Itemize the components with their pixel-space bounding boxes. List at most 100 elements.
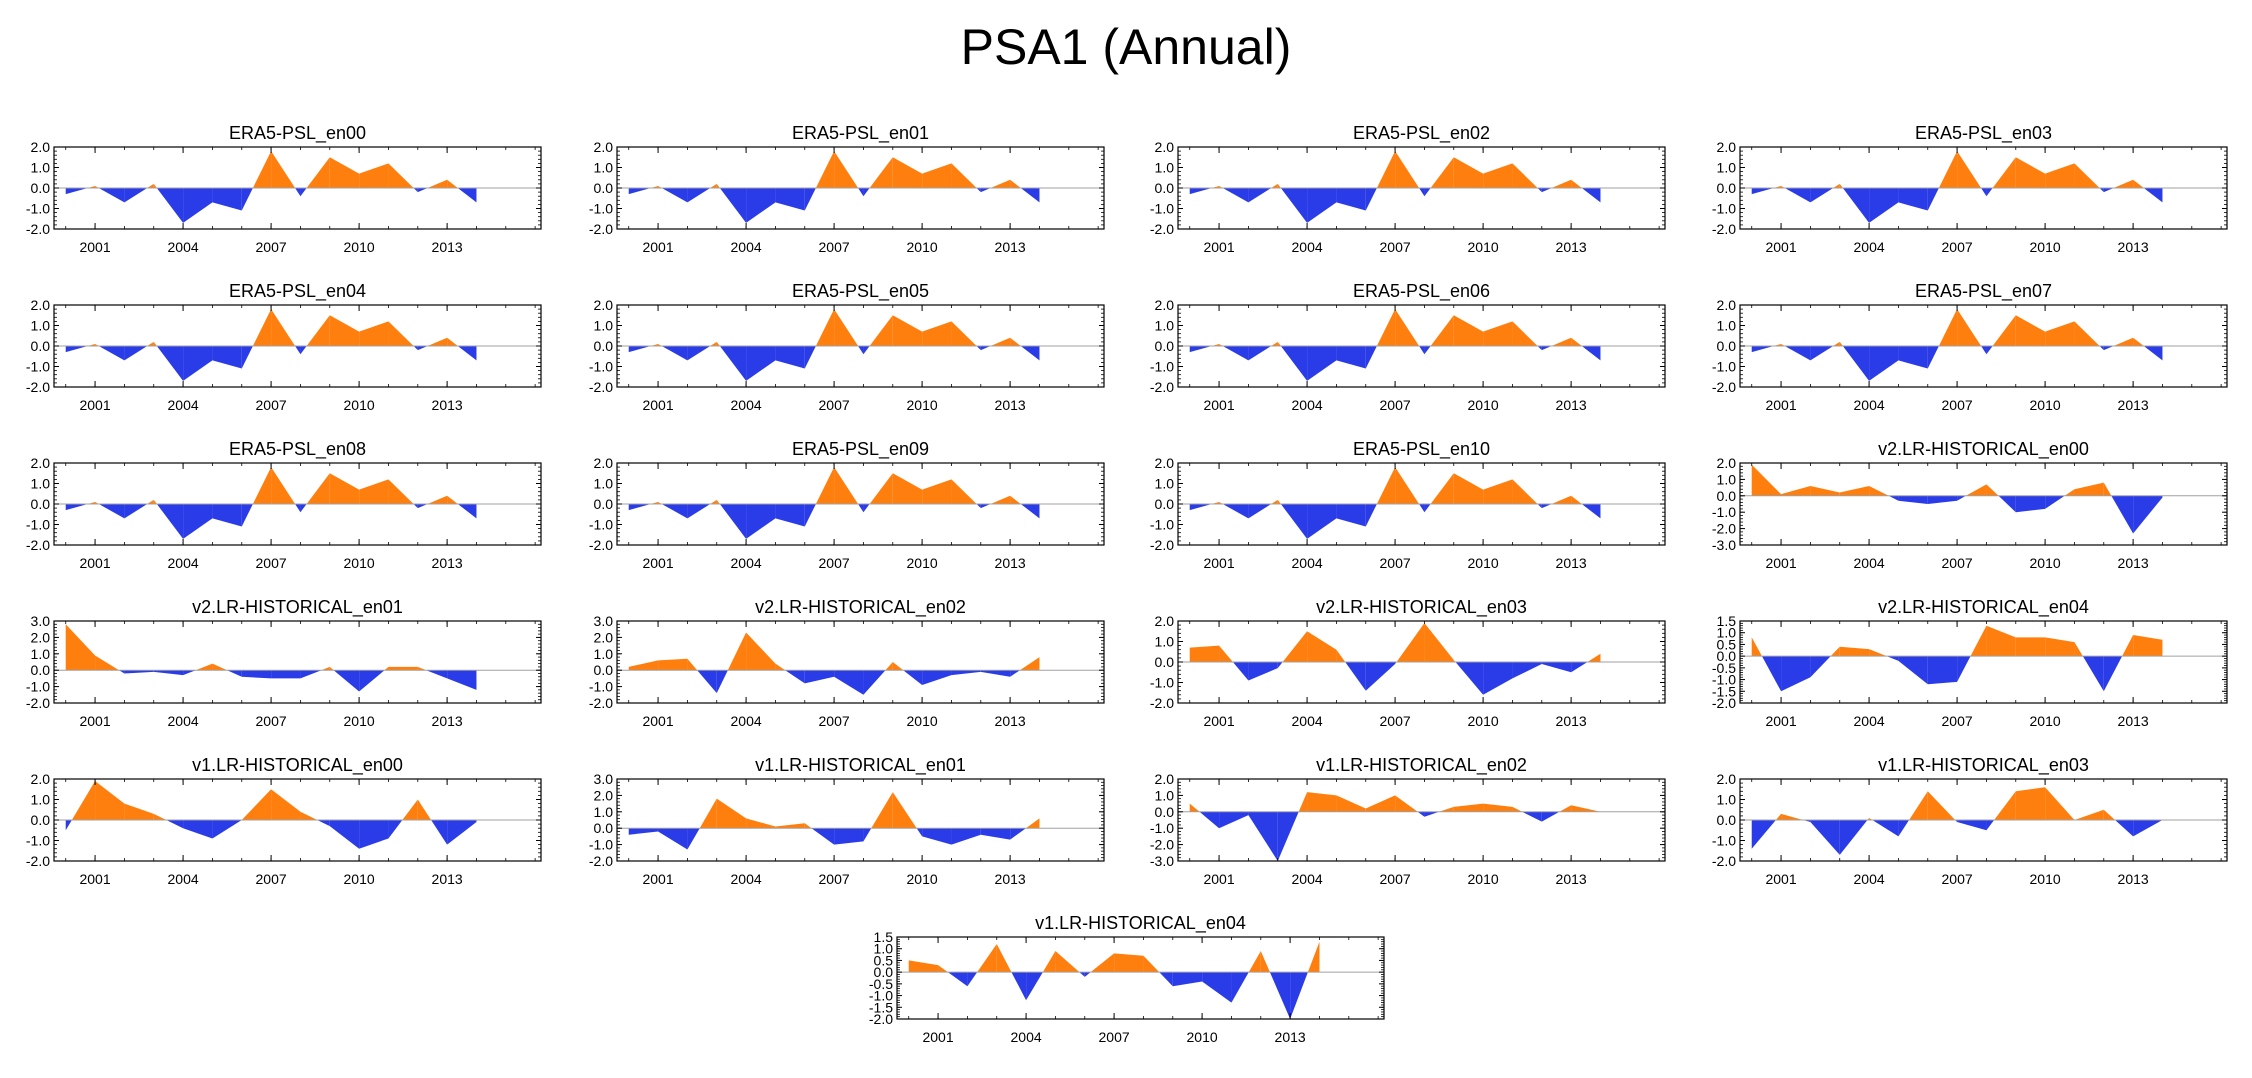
- positive-anomaly-area: [938, 965, 948, 973]
- negative-anomaly-area: [1307, 504, 1337, 539]
- positive-anomaly-area: [271, 467, 296, 504]
- x-tick-label: 2001: [1203, 871, 1234, 887]
- x-tick-label: 2010: [1468, 871, 1499, 887]
- y-tick-label: 0.0: [1717, 488, 1737, 504]
- x-tick-label: 2001: [1203, 239, 1234, 255]
- positive-anomaly-area: [1453, 473, 1484, 504]
- chart-panel-14: v2.LR-HISTORICAL_en02 3.02.01.00.0-1.0-2.…: [589, 597, 1105, 729]
- plot-frame: [896, 936, 1385, 1020]
- y-tick-label: 2.0: [594, 297, 614, 313]
- positive-anomaly-area: [359, 163, 389, 188]
- negative-anomaly-area: [947, 972, 968, 987]
- positive-anomaly-area: [147, 499, 154, 504]
- y-tick-label: -1.0: [1712, 201, 1736, 217]
- positive-anomaly-area: [815, 151, 835, 188]
- y-tick-label: -2.0: [1150, 379, 1174, 395]
- x-tick-label: 2007: [256, 713, 287, 729]
- x-tick-label: 2010: [344, 713, 375, 729]
- x-tick-label: 2013: [2118, 555, 2149, 571]
- x-tick-label: 2004: [168, 397, 199, 413]
- negative-anomaly-area: [2115, 820, 2134, 837]
- negative-anomaly-area: [300, 504, 307, 513]
- positive-anomaly-area: [1830, 646, 1840, 657]
- positive-anomaly-area: [1010, 337, 1021, 346]
- positive-anomaly-area: [153, 341, 157, 346]
- positive-anomaly-area: [1424, 623, 1454, 662]
- negative-anomaly-area: [1957, 495, 1966, 501]
- negative-anomaly-area: [2099, 346, 2104, 351]
- y-tick-label: 2.0: [1717, 455, 1737, 471]
- positive-anomaly-area: [153, 813, 167, 820]
- negative-anomaly-area: [863, 346, 870, 355]
- positive-anomaly-area: [687, 658, 698, 671]
- positive-anomaly-area: [2074, 163, 2100, 188]
- chart-panel-13: v2.LR-HISTORICAL_en01 3.02.01.00.0-1.0-2.…: [26, 597, 542, 729]
- y-tick-label: 2.0: [31, 455, 51, 471]
- chart-panel-12: v2.LR-HISTORICAL_en00 2.01.00.0-1.0-2.0-3…: [1712, 439, 2228, 571]
- negative-anomaly-area: [212, 346, 242, 369]
- positive-anomaly-area: [1773, 185, 1782, 188]
- negative-anomaly-area: [1395, 662, 1397, 665]
- negative-anomaly-area: [1079, 972, 1085, 977]
- negative-anomaly-area: [980, 346, 991, 351]
- x-tick-label: 2007: [1380, 871, 1411, 887]
- positive-anomaly-area: [359, 479, 389, 504]
- negative-anomaly-area: [746, 504, 776, 539]
- x-tick-label: 2013: [995, 239, 1026, 255]
- positive-anomaly-area: [87, 343, 96, 346]
- positive-anomaly-area: [1909, 791, 1928, 820]
- x-tick-label: 2013: [2118, 871, 2149, 887]
- positive-anomaly-area: [1277, 183, 1281, 188]
- positive-anomaly-area: [1773, 343, 1782, 346]
- x-tick-label: 2013: [432, 239, 463, 255]
- x-tick-label: 2001: [79, 555, 110, 571]
- x-tick-label: 2004: [731, 713, 762, 729]
- positive-anomaly-area: [716, 499, 720, 504]
- positive-anomaly-area: [710, 341, 717, 346]
- negative-anomaly-area: [1839, 820, 1868, 855]
- negative-anomaly-area: [183, 670, 196, 676]
- y-tick-label: 1.0: [31, 476, 51, 492]
- x-tick-label: 2007: [1099, 1029, 1130, 1045]
- panel-title: ERA5-PSL_en06: [1353, 281, 1490, 302]
- y-tick-label: -1.0: [1150, 675, 1174, 691]
- panel-title: v2.LR-HISTORICAL_en03: [1316, 597, 1527, 618]
- y-tick-label: 0.0: [1155, 338, 1175, 354]
- positive-anomaly-area: [1965, 484, 1987, 496]
- negative-anomaly-area: [417, 504, 428, 509]
- negative-anomaly-area: [976, 188, 981, 193]
- positive-anomaly-area: [1219, 645, 1233, 662]
- x-tick-label: 2001: [1203, 713, 1234, 729]
- negative-anomaly-area: [1784, 346, 1811, 361]
- negative-anomaly-area: [457, 188, 477, 203]
- panel-title: v2.LR-HISTORICAL_en01: [192, 597, 403, 618]
- x-tick-label: 2001: [79, 713, 110, 729]
- negative-anomaly-area: [687, 346, 711, 361]
- x-tick-label: 2013: [1275, 1029, 1306, 1045]
- negative-anomaly-area: [661, 188, 688, 203]
- y-tick-label: 1.0: [594, 804, 614, 820]
- negative-anomaly-area: [413, 188, 418, 193]
- negative-anomaly-area: [804, 504, 816, 527]
- positive-anomaly-area: [95, 655, 120, 671]
- x-tick-label: 2001: [79, 871, 110, 887]
- positive-anomaly-area: [871, 792, 893, 829]
- positive-anomaly-area: [252, 151, 272, 188]
- negative-anomaly-area: [746, 188, 776, 223]
- x-tick-label: 2013: [2118, 239, 2149, 255]
- negative-anomaly-area: [1424, 504, 1431, 513]
- y-tick-label: 3.0: [31, 613, 51, 629]
- positive-anomaly-area: [1439, 806, 1454, 812]
- negative-anomaly-area: [1571, 662, 1588, 673]
- negative-anomaly-area: [719, 188, 747, 223]
- y-tick-label: -1.0: [1150, 201, 1174, 217]
- positive-anomaly-area: [1453, 659, 1456, 662]
- negative-anomaly-area: [2015, 495, 2046, 513]
- negative-anomaly-area: [1898, 656, 1928, 685]
- y-tick-label: -2.0: [26, 853, 50, 869]
- negative-anomaly-area: [628, 828, 659, 835]
- positive-anomaly-area: [1307, 631, 1337, 662]
- positive-anomaly-area: [2015, 787, 2046, 820]
- positive-anomaly-area: [869, 315, 893, 346]
- negative-anomaly-area: [628, 504, 651, 511]
